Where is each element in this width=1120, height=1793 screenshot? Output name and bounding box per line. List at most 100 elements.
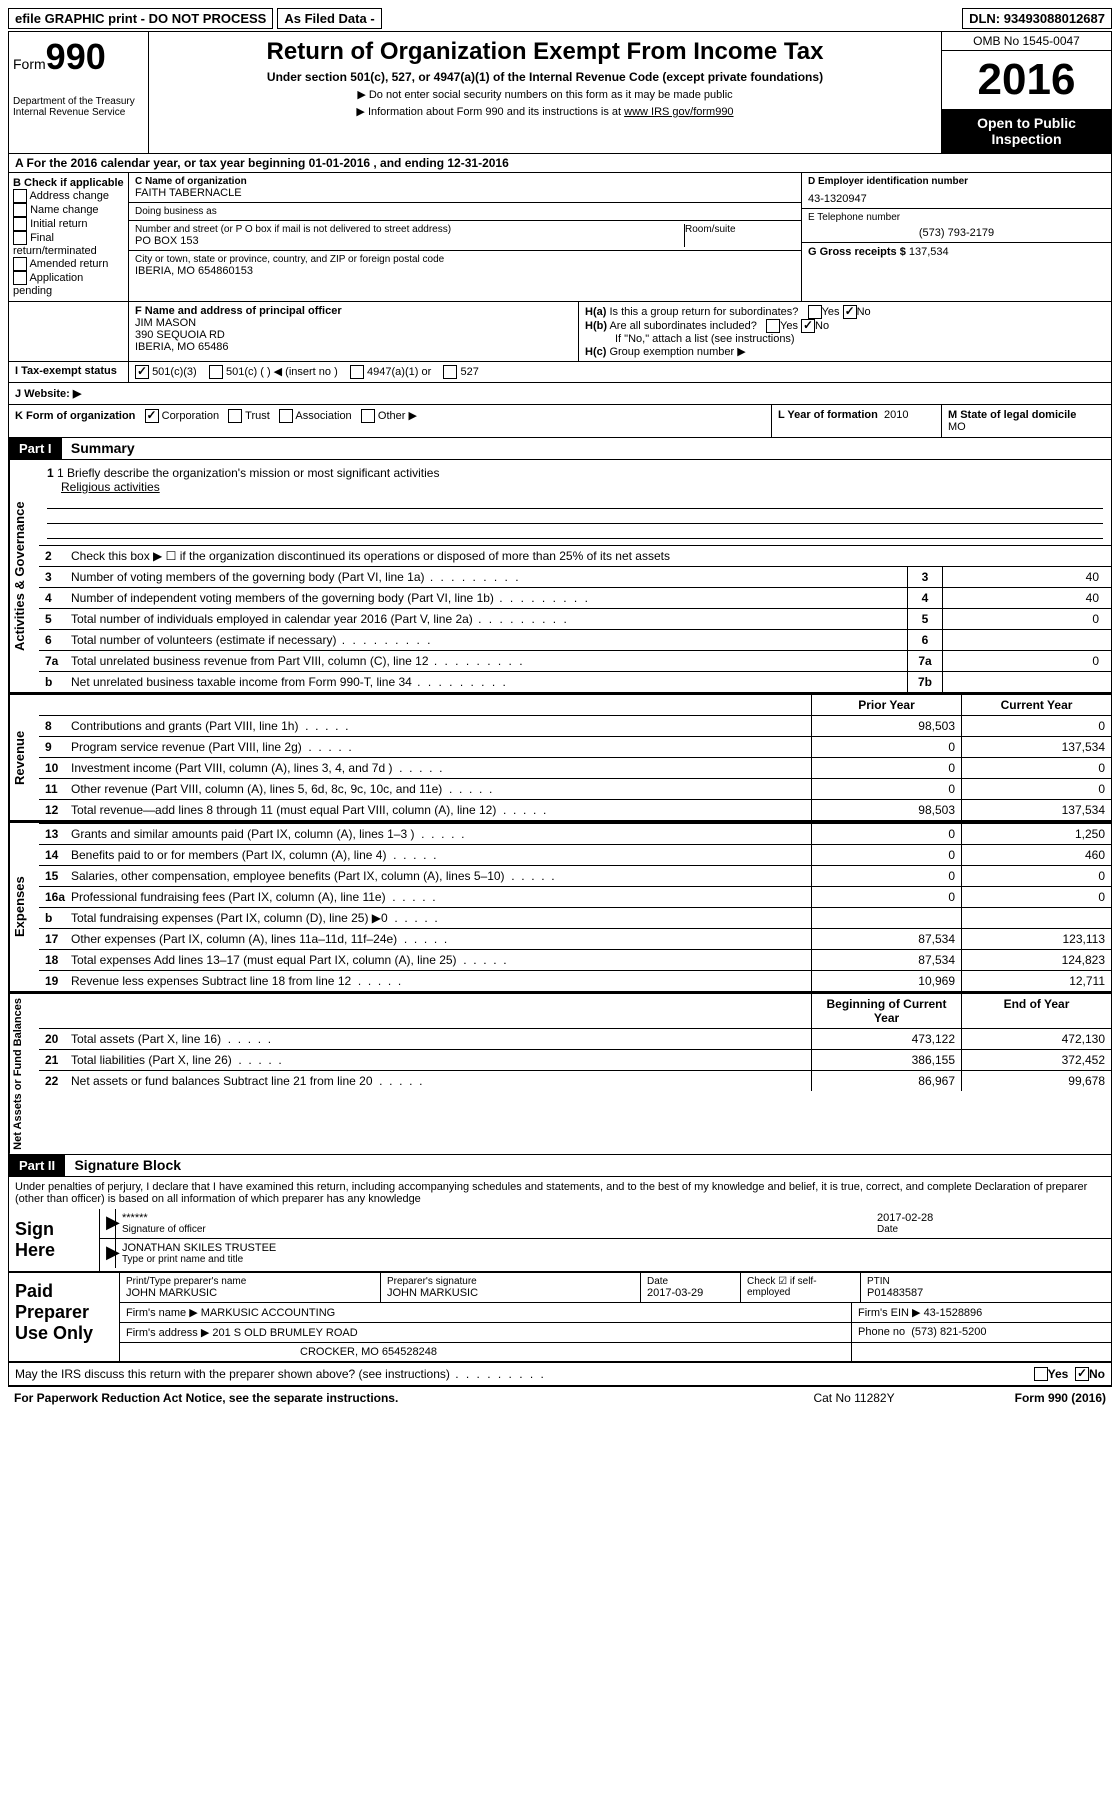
- section-b-to-g: B Check if applicable Address change Nam…: [8, 173, 1112, 302]
- part2-header: Part II Signature Block: [8, 1155, 1112, 1177]
- row-j-website: J Website: ▶: [8, 383, 1112, 405]
- chk-527[interactable]: [443, 365, 457, 379]
- table-row: 10Investment income (Part VIII, column (…: [39, 757, 1111, 778]
- telephone: (573) 793-2179: [808, 223, 1105, 239]
- header-right: OMB No 1545-0047 2016 Open to Public Ins…: [941, 32, 1111, 153]
- chk-ha-no[interactable]: ✓: [843, 305, 857, 319]
- preparer-sig: JOHN MARKUSIC: [387, 1287, 634, 1299]
- table-row: 13Grants and similar amounts paid (Part …: [39, 823, 1111, 844]
- dept-treasury: Department of the Treasury: [13, 96, 144, 107]
- header-middle: Return of Organization Exempt From Incom…: [149, 32, 941, 153]
- ptin: P01483587: [867, 1287, 1105, 1299]
- table-row: 9Program service revenue (Part VIII, lin…: [39, 736, 1111, 757]
- l4-value: 40: [943, 588, 1105, 608]
- l5-value: 0: [943, 609, 1105, 629]
- chk-501c3[interactable]: ✓: [135, 365, 149, 379]
- top-bar: efile GRAPHIC print - DO NOT PROCESS As …: [8, 8, 1112, 29]
- row-k-l-m: K Form of organization ✓ Corporation Tru…: [8, 405, 1112, 438]
- sign-arrow-icon: ▶: [100, 1239, 116, 1268]
- org-name: FAITH TABERNACLE: [135, 187, 795, 199]
- table-row: 22Net assets or fund balances Subtract l…: [39, 1070, 1111, 1091]
- perjury-declaration: Under penalties of perjury, I declare th…: [9, 1177, 1111, 1209]
- l7b-value: [943, 672, 1105, 692]
- section-net-assets: Net Assets or Fund Balances Beginning of…: [8, 992, 1112, 1155]
- tax-year: 2016: [942, 51, 1111, 109]
- col-c-org-info: C Name of organization FAITH TABERNACLE …: [129, 173, 801, 301]
- ein: 43-1320947: [808, 187, 1105, 205]
- chk-amended-return[interactable]: [13, 257, 27, 271]
- col-b-checkboxes: B Check if applicable Address change Nam…: [9, 173, 129, 301]
- signature-block: Under penalties of perjury, I declare th…: [8, 1177, 1112, 1386]
- chk-4947[interactable]: [350, 365, 364, 379]
- dln-box: DLN: 93493088012687: [962, 8, 1112, 29]
- table-row: 12Total revenue—add lines 8 through 11 (…: [39, 799, 1111, 820]
- header-left: Form990 Department of the Treasury Inter…: [9, 32, 149, 153]
- table-row: 8Contributions and grants (Part VIII, li…: [39, 715, 1111, 736]
- irs-label: Internal Revenue Service: [13, 107, 144, 118]
- chk-name-change[interactable]: [13, 203, 27, 217]
- table-row: 15Salaries, other compensation, employee…: [39, 865, 1111, 886]
- chk-discuss-yes[interactable]: [1034, 1367, 1048, 1381]
- firm-name: MARKUSIC ACCOUNTING: [201, 1307, 335, 1319]
- chk-discuss-no[interactable]: ✓: [1075, 1367, 1089, 1381]
- chk-initial-return[interactable]: [13, 217, 27, 231]
- org-street: PO BOX 153: [135, 235, 680, 247]
- form-subtitle: Under section 501(c), 527, or 4947(a)(1)…: [157, 70, 933, 84]
- form-header: Form990 Department of the Treasury Inter…: [8, 31, 1112, 154]
- firm-phone: (573) 821-5200: [911, 1326, 986, 1338]
- header-note2: ▶ Information about Form 990 and its ins…: [157, 105, 933, 118]
- chk-final-return[interactable]: [13, 231, 27, 245]
- officer-printed-name: JONATHAN SKILES TRUSTEE: [122, 1242, 865, 1254]
- table-row: 20Total assets (Part X, line 16) . . . .…: [39, 1028, 1111, 1049]
- chk-trust[interactable]: [228, 409, 242, 423]
- part1-header: Part I Summary: [8, 438, 1112, 460]
- chk-application-pending[interactable]: [13, 271, 27, 285]
- chk-ha-yes[interactable]: [808, 305, 822, 319]
- section-expenses: Expenses 13Grants and similar amounts pa…: [8, 821, 1112, 992]
- table-row: 11Other revenue (Part VIII, column (A), …: [39, 778, 1111, 799]
- firm-addr2: CROCKER, MO 654528248: [120, 1343, 851, 1361]
- officer-name: JIM MASON: [135, 317, 572, 329]
- row-a-tax-year: A For the 2016 calendar year, or tax yea…: [8, 154, 1112, 173]
- sign-arrow-icon: ▶: [100, 1209, 116, 1238]
- mission-text: Religious activities: [47, 480, 1103, 494]
- chk-other[interactable]: [361, 409, 375, 423]
- table-row: 16aProfessional fundraising fees (Part I…: [39, 886, 1111, 907]
- form-title: Return of Organization Exempt From Incom…: [157, 38, 933, 66]
- chk-address-change[interactable]: [13, 189, 27, 203]
- l3-value: 40: [943, 567, 1105, 587]
- chk-501c[interactable]: [209, 365, 223, 379]
- omb-number: OMB No 1545-0047: [942, 32, 1111, 51]
- section-governance: Activities & Governance 1 1 Briefly desc…: [8, 460, 1112, 693]
- section-f-h: F Name and address of principal officer …: [8, 302, 1112, 362]
- chk-hb-no[interactable]: ✓: [801, 319, 815, 333]
- l6-value: [943, 630, 1105, 650]
- table-row: 21Total liabilities (Part X, line 26) . …: [39, 1049, 1111, 1070]
- col-d-to-g: D Employer identification number 43-1320…: [801, 173, 1111, 301]
- table-row: 14Benefits paid to or for members (Part …: [39, 844, 1111, 865]
- asfiled-label: As Filed Data -: [277, 8, 381, 29]
- section-revenue: Revenue Prior Year Current Year 8Contrib…: [8, 693, 1112, 821]
- year-formation: 2010: [884, 409, 908, 421]
- row-i: I Tax-exempt status ✓ 501(c)(3) 501(c) (…: [8, 362, 1112, 383]
- table-row: 17Other expenses (Part IX, column (A), l…: [39, 928, 1111, 949]
- irs-link[interactable]: www IRS gov/form990: [624, 106, 733, 118]
- firm-addr1: 201 S OLD BRUMLEY ROAD: [212, 1327, 357, 1339]
- sig-date: 2017-02-28: [877, 1212, 1105, 1224]
- chk-assoc[interactable]: [279, 409, 293, 423]
- gross-receipts: 137,534: [909, 246, 949, 258]
- irs-discuss-row: May the IRS discuss this return with the…: [9, 1361, 1111, 1385]
- chk-corp[interactable]: ✓: [145, 409, 159, 423]
- self-employed-check: Check ☑ if self-employed: [740, 1273, 860, 1302]
- prep-date: 2017-03-29: [647, 1287, 734, 1299]
- cat-no: Cat No 11282Y: [813, 1391, 894, 1405]
- form-ref: Form 990 (2016): [1015, 1391, 1106, 1405]
- sign-here-label: Sign Here: [9, 1209, 99, 1271]
- l7a-value: 0: [943, 651, 1105, 671]
- preparer-name: JOHN MARKUSIC: [126, 1287, 374, 1299]
- state-domicile: MO: [948, 421, 966, 433]
- paid-preparer-block: Paid Preparer Use Only Print/Type prepar…: [9, 1271, 1111, 1361]
- officer-street: 390 SEQUOIA RD: [135, 329, 572, 341]
- officer-city: IBERIA, MO 65486: [135, 341, 572, 353]
- chk-hb-yes[interactable]: [766, 319, 780, 333]
